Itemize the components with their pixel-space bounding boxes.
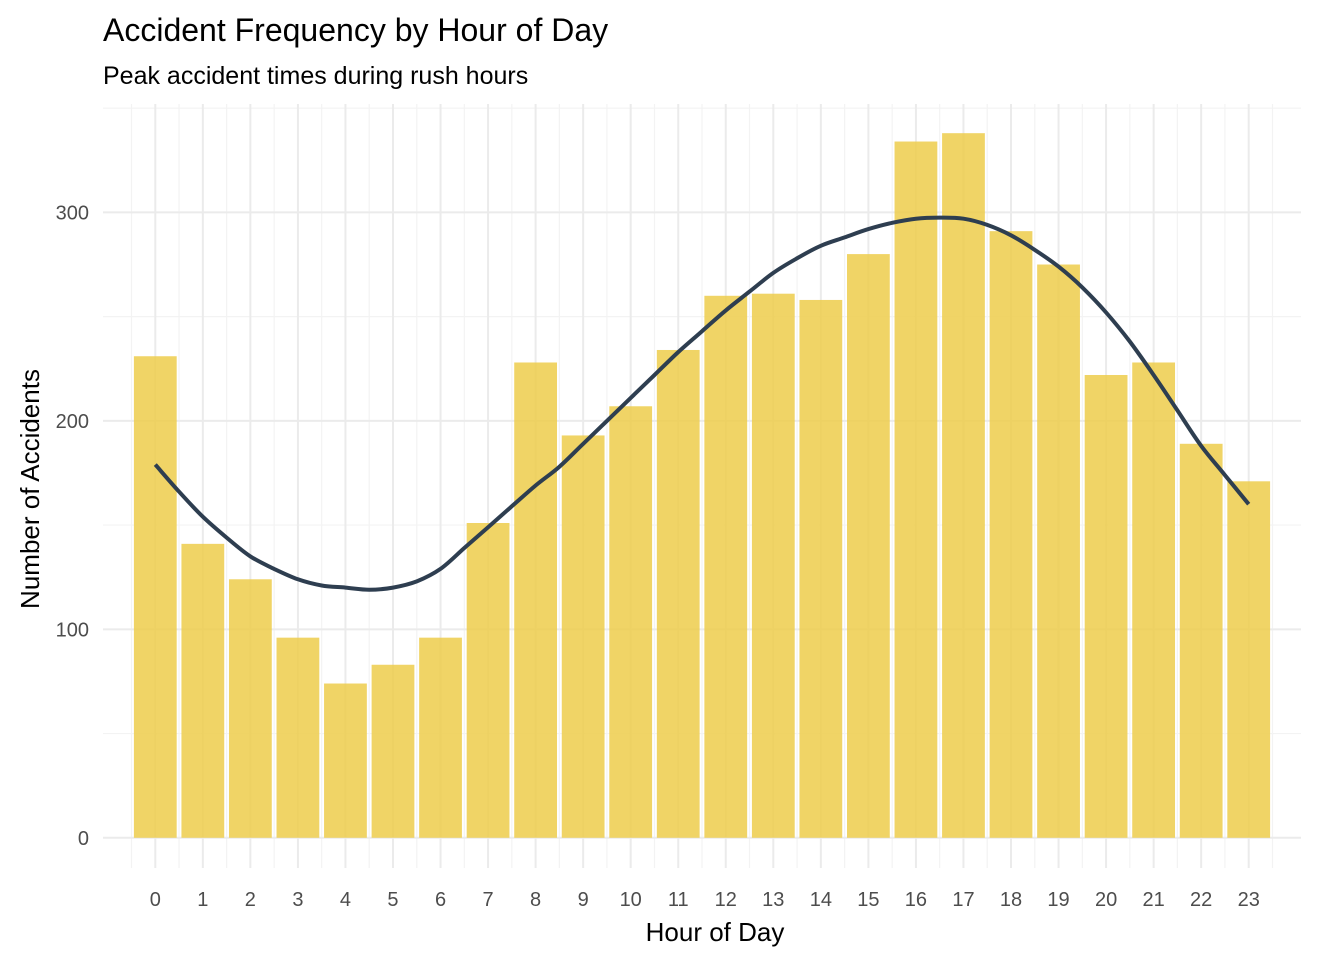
x-tick-label: 14 xyxy=(810,889,832,911)
bar-hour-0 xyxy=(133,356,177,838)
bar-hour-14 xyxy=(799,299,843,838)
x-tick-label: 3 xyxy=(292,889,303,911)
bar-hour-21 xyxy=(1132,362,1176,838)
x-tick-label: 9 xyxy=(578,889,589,911)
x-tick-label: 6 xyxy=(435,889,446,911)
x-tick-label: 1 xyxy=(197,889,208,911)
x-tick-label: 0 xyxy=(150,889,161,911)
bar-hour-11 xyxy=(656,349,700,838)
bar-hour-1 xyxy=(181,543,225,838)
x-tick-label: 10 xyxy=(620,889,642,911)
x-tick-label: 2 xyxy=(245,889,256,911)
bar-hour-22 xyxy=(1179,443,1223,838)
chart-title: Accident Frequency by Hour of Day xyxy=(103,12,608,48)
bar-hour-9 xyxy=(561,435,605,838)
x-tick-label: 23 xyxy=(1238,889,1260,911)
x-tick-label: 20 xyxy=(1095,889,1117,911)
x-tick-label: 22 xyxy=(1190,889,1212,911)
x-tick-label: 13 xyxy=(762,889,784,911)
chart-subtitle: Peak accident times during rush hours xyxy=(103,62,528,90)
x-tick-label: 4 xyxy=(340,889,351,911)
bar-hour-19 xyxy=(1037,264,1080,838)
smooth-trend-line xyxy=(153,215,1251,592)
x-tick-label: 18 xyxy=(1000,889,1022,911)
x-tick-label: 15 xyxy=(857,889,879,911)
x-axis-ticks: 0 1 2 3 4 5 6 7 8 9 10 11 12 13 14 15 16 17 18 19 20 21 22 23 xyxy=(150,889,1260,911)
bar-hour-17 xyxy=(942,133,985,838)
x-tick-label: 19 xyxy=(1047,889,1069,911)
bar-hour-3 xyxy=(276,637,320,838)
x-tick-label: 7 xyxy=(483,889,494,911)
bar-hour-15 xyxy=(846,254,890,838)
y-tick-label: 100 xyxy=(56,619,89,641)
bar-hour-18 xyxy=(989,231,1033,838)
x-tick-label: 5 xyxy=(387,889,398,911)
x-tick-label: 11 xyxy=(668,889,689,911)
y-axis-title: Number of Accidents xyxy=(15,369,45,609)
bar-hour-13 xyxy=(751,293,795,838)
bar-hour-23 xyxy=(1227,481,1271,838)
bar-hour-20 xyxy=(1084,374,1128,838)
bar-hour-8 xyxy=(514,362,558,838)
x-tick-label: 12 xyxy=(715,889,737,911)
bar-hour-6 xyxy=(419,637,462,838)
y-axis-ticks: 0 100 200 300 xyxy=(56,202,89,849)
bar-hour-16 xyxy=(894,141,938,838)
x-tick-label: 17 xyxy=(952,889,974,911)
y-tick-label: 200 xyxy=(56,411,89,433)
x-tick-label: 21 xyxy=(1143,889,1165,911)
bars xyxy=(133,133,1271,838)
bar-hour-4 xyxy=(324,683,367,838)
bar-hour-7 xyxy=(466,523,510,838)
x-axis-title: Hour of Day xyxy=(646,917,785,947)
bar-hour-10 xyxy=(609,406,653,838)
bar-hour-5 xyxy=(371,664,415,838)
bar-hour-2 xyxy=(228,579,272,838)
y-tick-label: 300 xyxy=(56,202,89,224)
trend-line xyxy=(153,215,1251,592)
bar-hour-12 xyxy=(704,295,748,838)
x-tick-label: 8 xyxy=(530,889,541,911)
x-tick-label: 16 xyxy=(905,889,927,911)
y-tick-label: 0 xyxy=(78,828,89,850)
